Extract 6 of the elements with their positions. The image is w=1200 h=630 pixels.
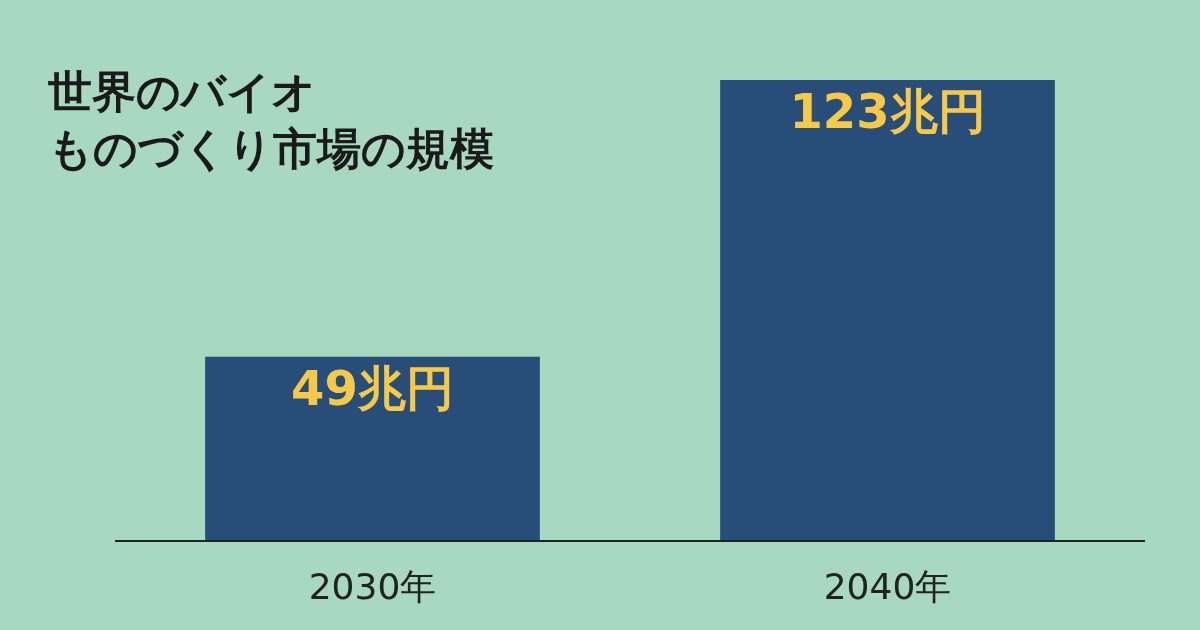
text: ものづくり市場の規模	[48, 123, 494, 175]
x-tick-label: 2030年	[308, 566, 437, 608]
data-label: 49兆円	[291, 359, 454, 416]
data-label: 123兆円	[789, 83, 986, 139]
x-tick-label: 2040年	[823, 566, 952, 608]
chart-title: 世界のバイオ	[48, 66, 316, 118]
